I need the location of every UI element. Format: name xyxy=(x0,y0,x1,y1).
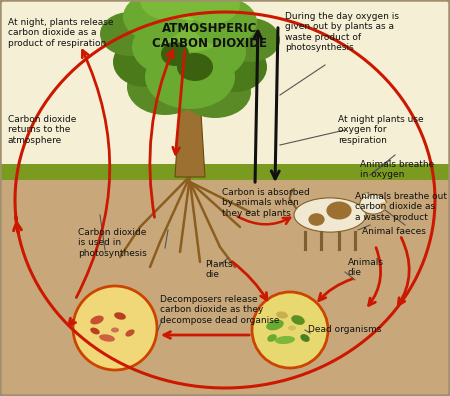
Ellipse shape xyxy=(220,18,280,62)
Ellipse shape xyxy=(308,213,324,226)
Ellipse shape xyxy=(294,198,366,232)
Ellipse shape xyxy=(275,336,295,344)
Ellipse shape xyxy=(154,0,226,20)
Ellipse shape xyxy=(127,59,203,115)
Ellipse shape xyxy=(378,202,389,209)
Text: Animals
die: Animals die xyxy=(348,258,384,278)
Polygon shape xyxy=(175,97,205,177)
Ellipse shape xyxy=(266,320,284,330)
Ellipse shape xyxy=(362,193,369,198)
Text: Animals breathe out
carbon dioxide as
a waste product: Animals breathe out carbon dioxide as a … xyxy=(355,192,447,222)
Text: Decomposers release
carbon dioxide as they
decompose dead organise: Decomposers release carbon dioxide as th… xyxy=(160,295,279,325)
Ellipse shape xyxy=(132,19,208,75)
Ellipse shape xyxy=(184,0,240,24)
Ellipse shape xyxy=(193,0,257,46)
Ellipse shape xyxy=(111,327,119,333)
Ellipse shape xyxy=(360,194,387,214)
Ellipse shape xyxy=(100,12,160,56)
Text: Animals breathe
in oxygen: Animals breathe in oxygen xyxy=(360,160,434,179)
Circle shape xyxy=(73,286,157,370)
Ellipse shape xyxy=(90,316,104,324)
Ellipse shape xyxy=(148,0,232,52)
Ellipse shape xyxy=(267,334,277,342)
Text: Plants
die: Plants die xyxy=(205,260,233,280)
Ellipse shape xyxy=(326,202,351,219)
Ellipse shape xyxy=(203,42,267,92)
Ellipse shape xyxy=(126,329,135,337)
Text: At night, plants release
carbon dioxide as a
product of respiration: At night, plants release carbon dioxide … xyxy=(8,18,113,48)
Ellipse shape xyxy=(99,334,115,342)
Bar xyxy=(0,164,450,180)
Text: Animal faeces: Animal faeces xyxy=(362,227,426,236)
Ellipse shape xyxy=(161,42,189,66)
Circle shape xyxy=(252,292,328,368)
Ellipse shape xyxy=(179,66,251,118)
Ellipse shape xyxy=(276,311,288,319)
Ellipse shape xyxy=(140,0,196,20)
Ellipse shape xyxy=(177,53,213,81)
Text: Dead organisms: Dead organisms xyxy=(308,325,382,334)
Ellipse shape xyxy=(300,334,310,342)
Ellipse shape xyxy=(90,327,100,335)
Text: Carbon is absorbed
by animals when
they eat plants: Carbon is absorbed by animals when they … xyxy=(222,188,310,218)
Text: Carbon dioxide
is used in
photosynthesis: Carbon dioxide is used in photosynthesis xyxy=(78,228,147,258)
Ellipse shape xyxy=(145,45,235,109)
Bar xyxy=(0,172,450,396)
Text: At night plants use
oxygen for
respiration: At night plants use oxygen for respirati… xyxy=(338,115,423,145)
Text: During the day oxygen is
given out by plants as a
waste product of
photosynthesi: During the day oxygen is given out by pl… xyxy=(285,12,399,52)
Ellipse shape xyxy=(288,326,296,331)
Text: Carbon dioxide
returns to the
atmosphere: Carbon dioxide returns to the atmosphere xyxy=(8,115,76,145)
Ellipse shape xyxy=(291,315,305,325)
Bar xyxy=(0,0,450,172)
Ellipse shape xyxy=(113,37,177,87)
Ellipse shape xyxy=(114,312,126,320)
Text: ATMOSHPERIC
CARBON DIOXIDE: ATMOSHPERIC CARBON DIOXIDE xyxy=(153,22,267,50)
Ellipse shape xyxy=(123,0,187,41)
Ellipse shape xyxy=(174,25,246,79)
